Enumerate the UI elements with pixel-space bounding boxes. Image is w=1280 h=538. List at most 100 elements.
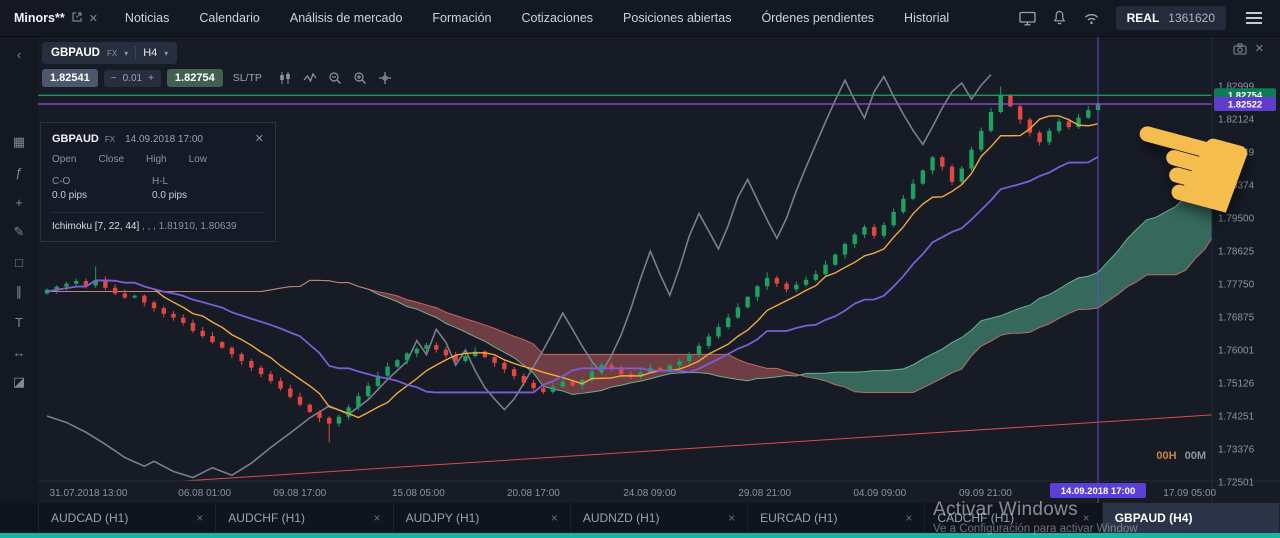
chart-timeframe[interactable]: H4 bbox=[143, 47, 158, 59]
tab-close-icon[interactable]: × bbox=[373, 511, 381, 525]
tab-label: AUDJPY (H1) bbox=[405, 511, 480, 525]
fx-indicator-icon[interactable]: ƒ bbox=[15, 164, 23, 180]
time-axis: 31.07.2018 13:00 06.08 01:00 09.08 17:00 15… bbox=[50, 483, 1217, 499]
connection-signal-icon[interactable] bbox=[1083, 11, 1100, 25]
tab-gbpaud[interactable]: GBPAUD (H4) bbox=[1102, 503, 1280, 533]
price-axis: 1.82999 1.82124 1.81249 1.80374 1.79500 1.786… bbox=[1214, 82, 1276, 489]
sell-button[interactable]: 1.82541 bbox=[42, 69, 98, 87]
svg-text:1.82522: 1.82522 bbox=[1228, 99, 1262, 110]
svg-text:1.76001: 1.76001 bbox=[1218, 345, 1255, 356]
tab-label: CADCHF (H1) bbox=[937, 511, 1015, 525]
chart-image-icon[interactable]: ▦ bbox=[12, 134, 26, 149]
workspace-tab[interactable]: Minors** ✕ bbox=[0, 11, 110, 25]
tab-label: AUDCAD (H1) bbox=[51, 511, 129, 525]
indicator-name: Ichimoku [7, 22, 44] bbox=[52, 221, 140, 232]
co-value: 0.0 pips bbox=[52, 190, 88, 201]
data-window-market: FX bbox=[104, 135, 116, 144]
measure-icon[interactable]: ↔ bbox=[12, 344, 26, 360]
snapshot-camera-icon[interactable] bbox=[1233, 42, 1247, 55]
chevron-down-icon: ▾ bbox=[164, 48, 169, 58]
menu-item-posiciones-abiertas[interactable]: Posiciones abiertas bbox=[623, 11, 732, 25]
tab-cadchf[interactable]: CADCHF (H1) × bbox=[925, 503, 1103, 533]
collapse-icon[interactable]: ‹ bbox=[16, 46, 22, 62]
zoom-in-icon[interactable] bbox=[353, 71, 367, 85]
symbol-timeframe-selector[interactable]: GBPAUD FX ▾ H4 ▾ bbox=[42, 42, 178, 64]
candle-countdown: 00H 00M bbox=[1156, 450, 1206, 462]
pencil-draw-icon[interactable]: ✎ bbox=[13, 224, 25, 239]
trendline bbox=[175, 414, 1212, 481]
zoom-out-icon[interactable] bbox=[328, 71, 342, 85]
menu-item-analisis-de-mercado[interactable]: Análisis de mercado bbox=[289, 11, 403, 25]
bottom-accent-bar bbox=[0, 533, 1280, 538]
data-window-close-icon[interactable]: ✕ bbox=[254, 133, 264, 145]
tab-close-icon[interactable]: × bbox=[196, 511, 204, 525]
menu-item-ordenes-pendientes[interactable]: Órdenes pendientes bbox=[761, 11, 875, 25]
volume-decrease-button[interactable]: − bbox=[110, 72, 117, 84]
rectangle-tool-icon[interactable]: □ bbox=[15, 254, 23, 270]
menu-item-formacion[interactable]: Formación bbox=[432, 11, 492, 25]
brush-icon[interactable]: ◪ bbox=[12, 374, 26, 389]
text-tool-icon[interactable]: T bbox=[15, 314, 23, 330]
sltp-button[interactable]: SL/TP bbox=[232, 72, 262, 84]
main-menu: Noticias Calendario Análisis de mercado For… bbox=[110, 0, 964, 36]
tenkan-line bbox=[46, 115, 1099, 419]
hl-value: 0.0 pips bbox=[152, 190, 188, 201]
channel-tool-icon[interactable]: ∥ bbox=[15, 284, 23, 299]
close-column-label: Close bbox=[98, 154, 125, 165]
tab-close-icon[interactable]: × bbox=[1082, 511, 1090, 525]
svg-text:1.74251: 1.74251 bbox=[1218, 412, 1255, 423]
svg-text:29.08 21:00: 29.08 21:00 bbox=[738, 488, 791, 499]
trade-widget: 1.82541 − 0.01 + 1.82754 SL/TP bbox=[42, 69, 392, 87]
svg-text:24.08 09:00: 24.08 09:00 bbox=[623, 488, 676, 499]
indicators-icon[interactable] bbox=[303, 71, 317, 85]
chevron-down-icon: ▾ bbox=[124, 48, 129, 58]
add-object-icon[interactable]: + bbox=[15, 194, 23, 210]
chikou-line bbox=[46, 74, 992, 479]
price-chart[interactable]: 1.82999 1.82124 1.81249 1.80374 1.79500 1.786… bbox=[38, 36, 1280, 503]
account-number: 1361620 bbox=[1168, 11, 1215, 25]
buy-button[interactable]: 1.82754 bbox=[166, 69, 223, 87]
crosshair-icon[interactable] bbox=[378, 71, 392, 85]
main-area: ‹ ▦ ƒ + ✎ □ ∥ T ↔ ◪ 1.82999 1.82124 1.81249 1.80374 1… bbox=[0, 36, 1280, 503]
hamburger-menu-icon[interactable] bbox=[1242, 8, 1266, 28]
data-window-datetime: 14.09.2018 17:00 bbox=[125, 134, 203, 145]
co-label: C-O bbox=[52, 176, 71, 187]
menu-item-historial[interactable]: Historial bbox=[904, 11, 950, 25]
svg-text:1.80374: 1.80374 bbox=[1218, 181, 1255, 192]
tab-eurcad[interactable]: EURCAD (H1) × bbox=[748, 503, 926, 533]
external-link-icon[interactable] bbox=[72, 11, 82, 25]
menu-item-cotizaciones[interactable]: Cotizaciones bbox=[521, 11, 594, 25]
svg-text:1.72501: 1.72501 bbox=[1218, 478, 1255, 489]
divider bbox=[135, 46, 137, 60]
tab-close-icon[interactable]: × bbox=[550, 511, 558, 525]
svg-text:1.76875: 1.76875 bbox=[1218, 313, 1255, 324]
account-badge[interactable]: REAL 1361620 bbox=[1115, 6, 1226, 30]
tab-label: EURCAD (H1) bbox=[760, 511, 838, 525]
tab-audjpy[interactable]: AUDJPY (H1) × bbox=[394, 503, 571, 533]
svg-text:1.75126: 1.75126 bbox=[1218, 378, 1255, 389]
svg-text:1.81249: 1.81249 bbox=[1218, 148, 1255, 159]
low-column-label: Low bbox=[188, 154, 207, 165]
data-window-symbol: GBPAUD bbox=[52, 133, 99, 145]
notifications-bell-icon[interactable] bbox=[1052, 10, 1067, 26]
tab-label: AUDNZD (H1) bbox=[582, 511, 660, 525]
workspace-close-icon[interactable]: ✕ bbox=[88, 12, 98, 25]
tab-audcad[interactable]: AUDCAD (H1) × bbox=[39, 503, 217, 533]
tab-audchf[interactable]: AUDCHF (H1) × bbox=[216, 503, 394, 533]
monitor-icon[interactable] bbox=[1018, 11, 1036, 26]
menu-item-noticias[interactable]: Noticias bbox=[124, 11, 170, 25]
ichimoku-cloud bbox=[47, 140, 1212, 396]
svg-text:06.08 01:00: 06.08 01:00 bbox=[178, 488, 231, 499]
chart-market: FX bbox=[106, 48, 118, 58]
tab-audnzd[interactable]: AUDNZD (H1) × bbox=[571, 503, 749, 533]
volume-increase-button[interactable]: + bbox=[148, 72, 154, 84]
candle-style-icon[interactable] bbox=[278, 71, 292, 85]
topbar-right: REAL 1361620 bbox=[1018, 6, 1280, 30]
chart-close-icon[interactable]: ✕ bbox=[1254, 43, 1264, 55]
high-column-label: High bbox=[146, 154, 167, 165]
menu-item-calendario[interactable]: Calendario bbox=[199, 11, 260, 25]
chart-symbol: GBPAUD bbox=[51, 47, 100, 59]
tab-close-icon[interactable]: × bbox=[905, 511, 913, 525]
tab-close-icon[interactable]: × bbox=[728, 511, 736, 525]
